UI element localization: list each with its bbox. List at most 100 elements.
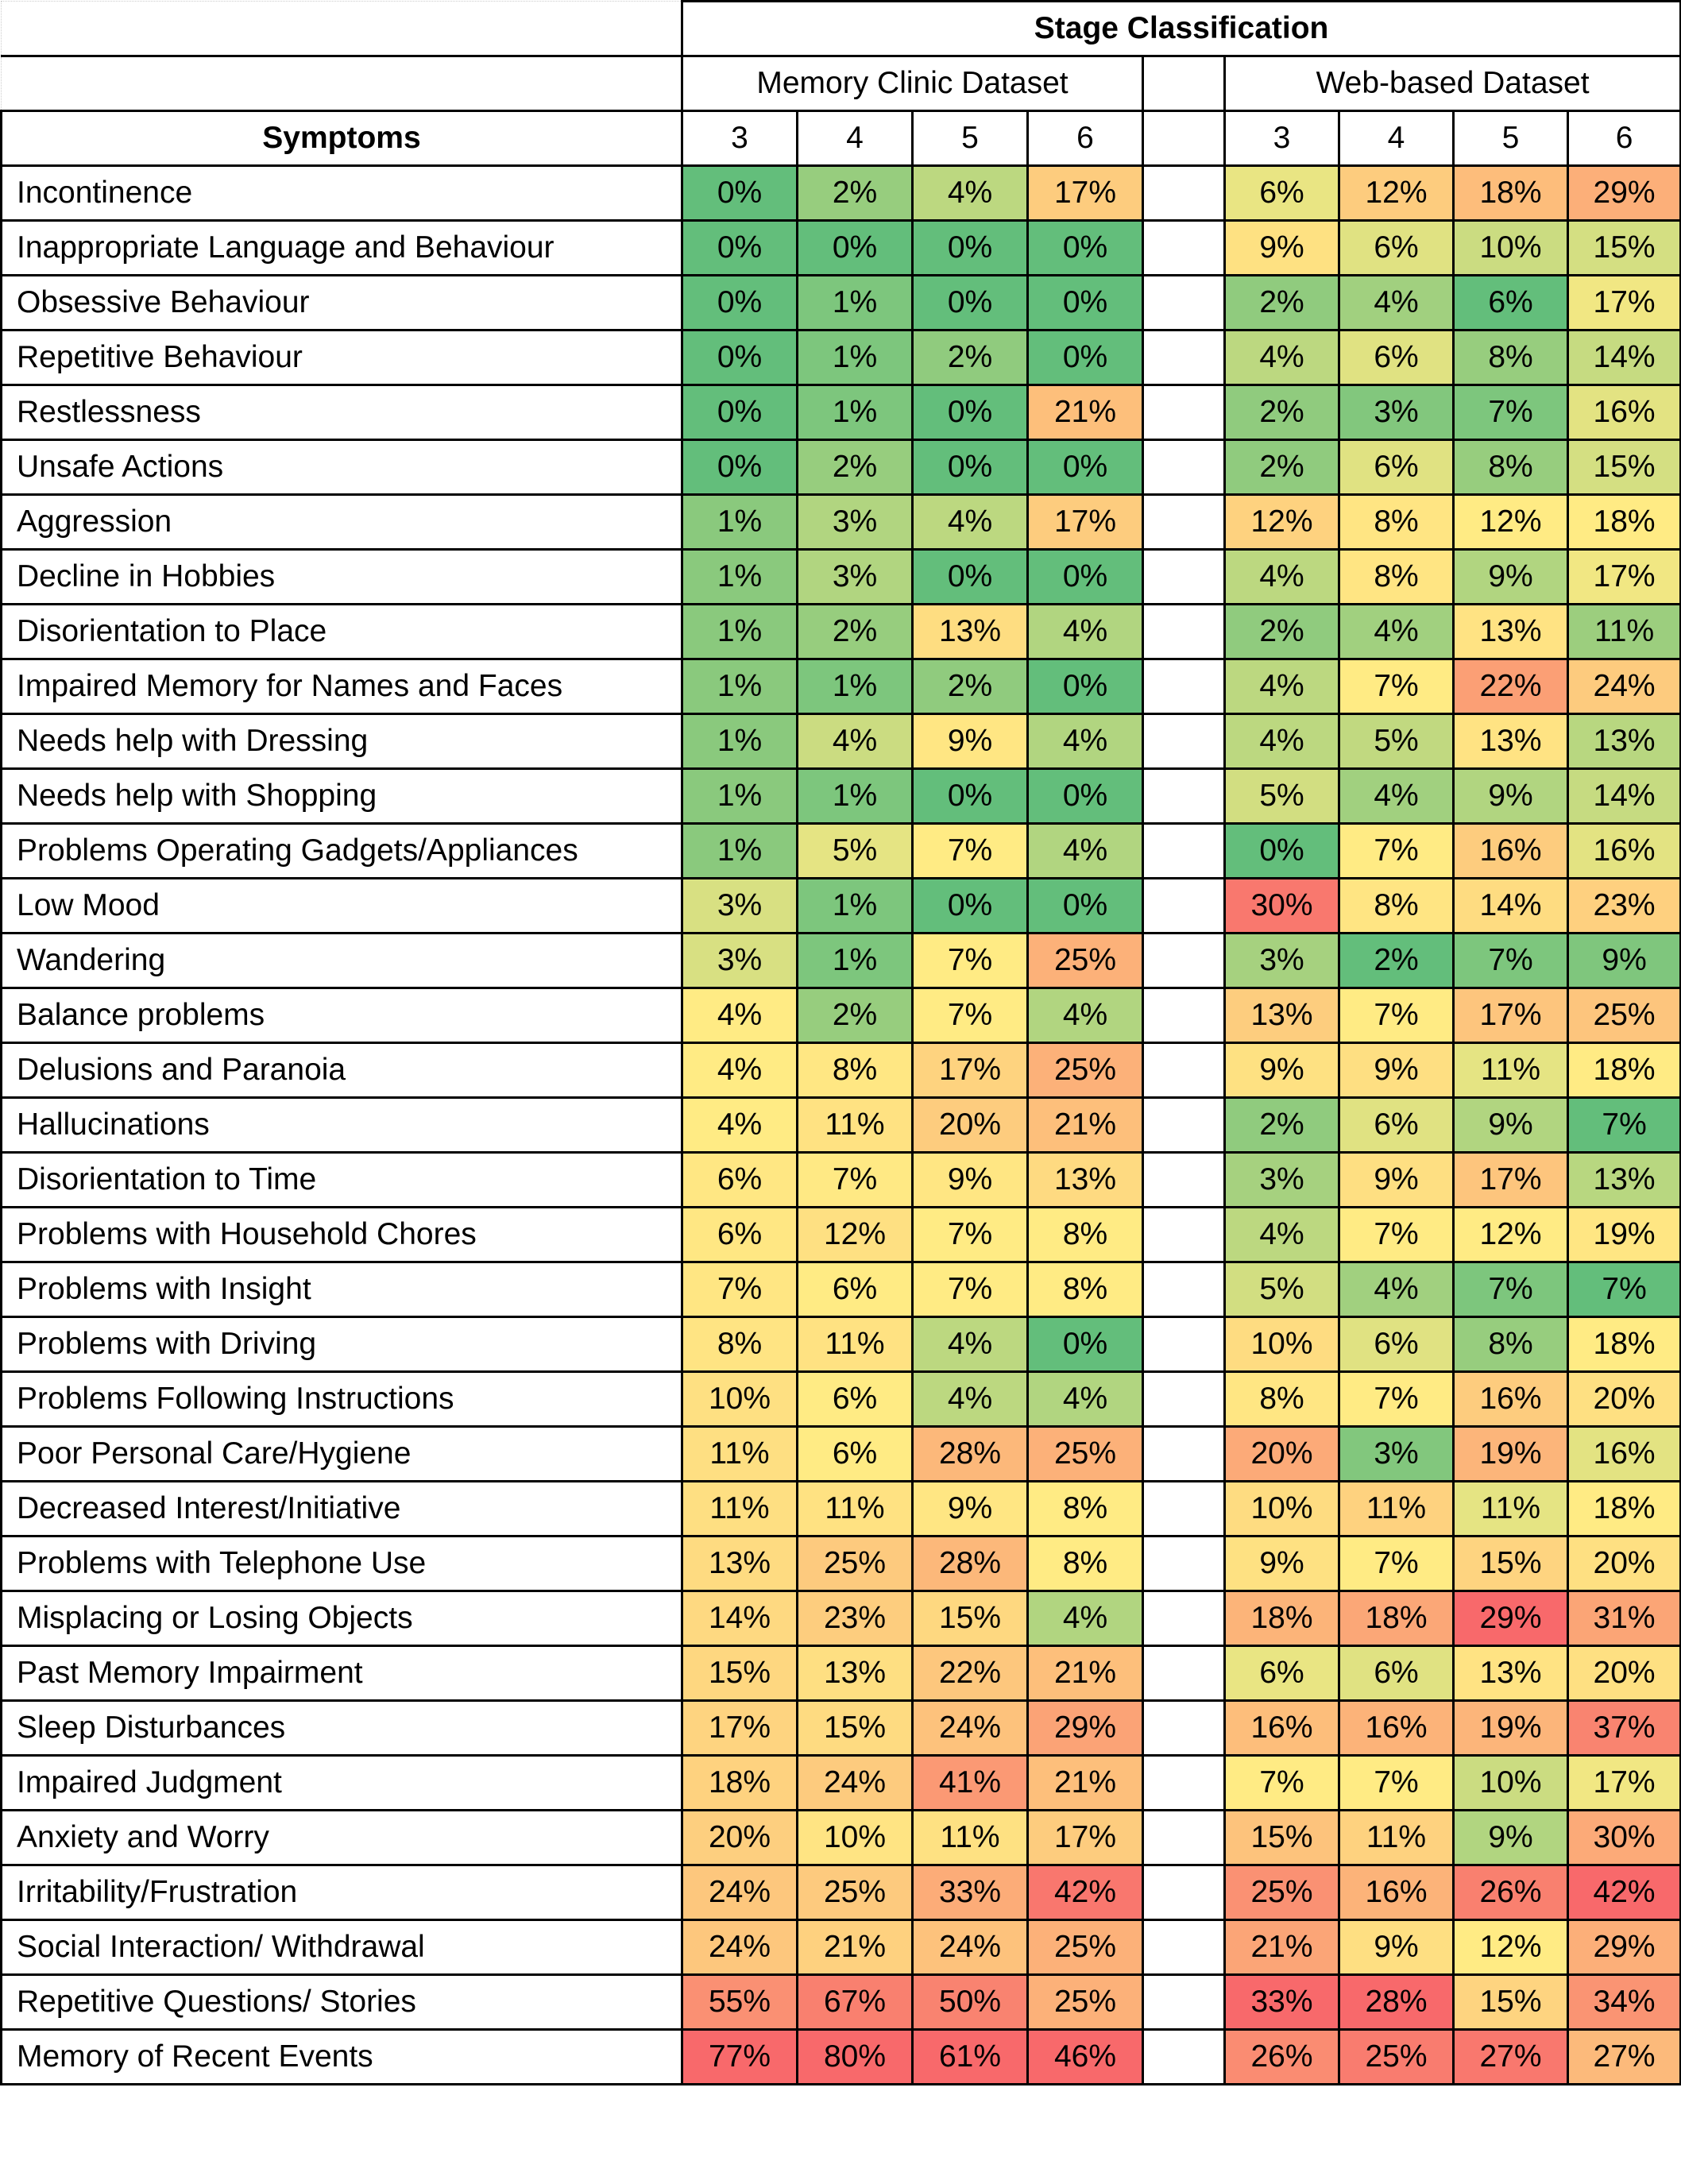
web-value-cell: 16% — [1452, 822, 1569, 879]
web-value-cell: 16% — [1223, 1699, 1340, 1757]
memory-value-cell: 7% — [911, 1206, 1029, 1263]
gap-cell — [1142, 1919, 1226, 1976]
web-value-cell: 13% — [1223, 987, 1340, 1044]
memory-value-cell: 2% — [796, 987, 914, 1044]
memory-value-cell: 11% — [681, 1425, 798, 1482]
web-value-cell: 14% — [1566, 767, 1681, 825]
memory-value-cell: 0% — [681, 329, 798, 386]
gap-cell — [1142, 1316, 1226, 1373]
web-value-cell: 17% — [1566, 1754, 1681, 1811]
web-value-cell: 10% — [1452, 1754, 1569, 1811]
symptom-label: Disorientation to Time — [0, 1151, 683, 1208]
table-row: Memory of Recent Events 77% 80% 61% 46% 26% 25… — [0, 2028, 1681, 2085]
memory-value-cell: 4% — [1026, 1590, 1144, 1647]
web-value-cell: 10% — [1223, 1480, 1340, 1537]
web-value-cell: 11% — [1566, 603, 1681, 660]
memory-value-cell: 0% — [1026, 1316, 1144, 1373]
memory-value-cell: 15% — [681, 1645, 798, 1702]
web-value-cell: 16% — [1452, 1370, 1569, 1428]
memory-value-cell: 0% — [911, 274, 1029, 331]
memory-value-cell: 17% — [911, 1042, 1029, 1099]
web-value-cell: 25% — [1566, 987, 1681, 1044]
web-value-cell: 8% — [1452, 1316, 1569, 1373]
table-row: Unsafe Actions 0% 2% 0% 0% 2% 6% 8% 15% — [0, 439, 1681, 496]
gap-cell — [1142, 164, 1226, 222]
memory-value-cell: 4% — [1026, 603, 1144, 660]
symptom-label: Incontinence — [0, 164, 683, 222]
gap-cell — [1142, 2028, 1226, 2085]
symptom-label: Disorientation to Place — [0, 603, 683, 660]
memory-value-cell: 3% — [681, 877, 798, 934]
gap-cell — [1142, 1042, 1226, 1099]
symptom-label: Needs help with Shopping — [0, 767, 683, 825]
web-value-cell: 18% — [1338, 1590, 1455, 1647]
memory-value-cell: 25% — [1026, 1919, 1144, 1976]
web-value-cell: 0% — [1223, 822, 1340, 879]
memory-value-cell: 1% — [796, 658, 914, 715]
corner-cell — [1, 1, 683, 57]
memory-value-cell: 6% — [796, 1370, 914, 1428]
memory-value-cell: 13% — [681, 1535, 798, 1592]
memory-value-cell: 13% — [796, 1645, 914, 1702]
web-value-cell: 18% — [1566, 1480, 1681, 1537]
web-value-cell: 13% — [1452, 1645, 1569, 1702]
memory-value-cell: 33% — [911, 1864, 1029, 1921]
web-value-cell: 4% — [1223, 713, 1340, 770]
web-value-cell: 7% — [1338, 822, 1455, 879]
web-value-cell: 9% — [1338, 1042, 1455, 1099]
memory-value-cell: 25% — [796, 1535, 914, 1592]
web-value-cell: 14% — [1452, 877, 1569, 934]
memory-value-cell: 13% — [911, 603, 1029, 660]
table-row: Wandering 3% 1% 7% 25% 3% 2% 7% 9% — [0, 932, 1681, 989]
memory-value-cell: 4% — [911, 164, 1029, 222]
web-value-cell: 26% — [1452, 1864, 1569, 1921]
web-value-cell: 3% — [1338, 384, 1455, 441]
symptom-label: Obsessive Behaviour — [0, 274, 683, 331]
memory-value-cell: 61% — [911, 2028, 1029, 2085]
corner-cell — [1, 56, 683, 112]
memory-value-cell: 12% — [796, 1206, 914, 1263]
memory-value-cell: 1% — [796, 384, 914, 441]
gap-cell — [1142, 658, 1226, 715]
memory-value-cell: 0% — [1026, 548, 1144, 605]
memory-value-cell: 17% — [681, 1699, 798, 1757]
table-row: Social Interaction/ Withdrawal 24% 21% 24% 2… — [0, 1919, 1681, 1976]
table-row: Repetitive Questions/ Stories 55% 67% 50% 25… — [0, 1973, 1681, 2031]
memory-value-cell: 25% — [1026, 1042, 1144, 1099]
memory-value-cell: 4% — [1026, 1370, 1144, 1428]
web-value-cell: 7% — [1338, 1206, 1455, 1263]
gap-cell — [1142, 713, 1226, 770]
web-value-cell: 29% — [1452, 1590, 1569, 1647]
memory-value-cell: 11% — [796, 1096, 914, 1154]
memory-value-cell: 4% — [1026, 987, 1144, 1044]
table-row: Obsessive Behaviour 0% 1% 0% 0% 2% 4% 6% 17% — [0, 274, 1681, 331]
memory-value-cell: 21% — [1026, 1096, 1144, 1154]
web-value-cell: 6% — [1338, 1096, 1455, 1154]
web-value-cell: 17% — [1452, 1151, 1569, 1208]
web-value-cell: 18% — [1566, 1042, 1681, 1099]
memory-value-cell: 18% — [681, 1754, 798, 1811]
symptom-label: Aggression — [0, 493, 683, 551]
memory-value-cell: 0% — [1026, 877, 1144, 934]
web-value-cell: 7% — [1338, 1535, 1455, 1592]
memory-value-cell: 4% — [796, 713, 914, 770]
memory-value-cell: 8% — [681, 1316, 798, 1373]
memory-value-cell: 17% — [1026, 164, 1144, 222]
table-row: Problems with Driving 8% 11% 4% 0% 10% 6% 8% 18% — [0, 1316, 1681, 1373]
web-value-cell: 17% — [1566, 548, 1681, 605]
web-value-cell: 9% — [1223, 219, 1340, 276]
memory-value-cell: 0% — [1026, 658, 1144, 715]
table-row: Irritability/Frustration 24% 25% 33% 42% 25% 1… — [0, 1864, 1681, 1921]
web-value-cell: 28% — [1338, 1973, 1455, 2031]
symptom-label: Impaired Memory for Names and Faces — [0, 658, 683, 715]
memory-value-cell: 24% — [911, 1919, 1029, 1976]
symptom-label: Irritability/Frustration — [0, 1864, 683, 1921]
web-value-cell: 7% — [1338, 987, 1455, 1044]
gap-cell — [1142, 548, 1226, 605]
memory-value-cell: 8% — [1026, 1206, 1144, 1263]
memory-value-cell: 1% — [681, 603, 798, 660]
memory-value-cell: 7% — [911, 987, 1029, 1044]
memory-value-cell: 25% — [1026, 932, 1144, 989]
web-value-cell: 29% — [1566, 1919, 1681, 1976]
gap-cell — [1142, 1535, 1226, 1592]
